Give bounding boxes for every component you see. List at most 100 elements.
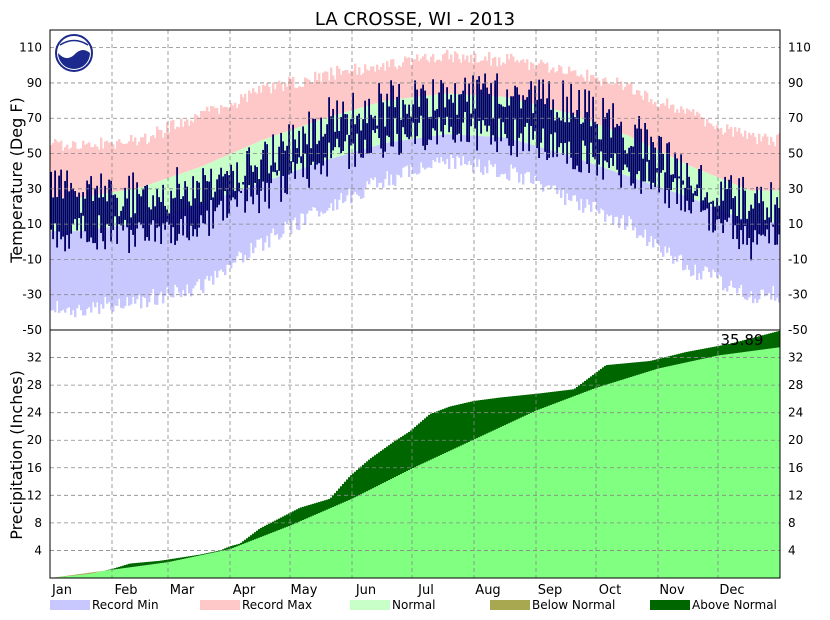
record-min-bar: [324, 160, 327, 213]
precip-above-normal-bar: [466, 402, 469, 443]
record-max-bar: [274, 89, 277, 136]
temp-tick-left: 50: [27, 147, 42, 161]
record-max-bar: [574, 70, 577, 116]
observed-temp-bar: [500, 104, 502, 142]
precip-below-normal-bar: [92, 572, 95, 574]
record-max-bar: [200, 110, 203, 167]
precip-above-normal-bar: [232, 545, 235, 548]
record-max-bar: [438, 59, 441, 95]
temp-tick-left: 70: [27, 111, 42, 125]
observed-temp-bar: [304, 133, 306, 154]
observed-temp-bar: [200, 201, 202, 216]
record-max-bar: [128, 141, 131, 190]
record-max-bar: [210, 106, 213, 163]
precip-normal-bar: [472, 440, 475, 578]
record-max-bar: [608, 83, 611, 129]
observed-temp-bar: [100, 173, 102, 233]
observed-temp-bar: [532, 113, 534, 140]
record-min-bar: [542, 148, 545, 192]
record-max-bar: [384, 70, 387, 101]
observed-temp-bar: [176, 167, 178, 241]
record-min-bar: [502, 137, 505, 175]
record-min-bar: [360, 150, 363, 199]
precip-above-normal-bar: [162, 560, 165, 563]
record-max-bar: [58, 142, 61, 198]
record-max-bar: [462, 54, 465, 95]
precip-above-normal-bar: [452, 405, 455, 450]
precip-normal-bar: [448, 451, 451, 578]
observed-temp-bar: [316, 144, 318, 165]
precip-above-normal-bar: [750, 338, 753, 352]
precip-below-normal-bar: [70, 575, 73, 576]
observed-temp-bar: [250, 165, 252, 197]
observed-temp-bar: [498, 103, 500, 119]
observed-temp-bar: [224, 173, 226, 192]
precip-normal-bar: [646, 372, 649, 578]
precip-normal-bar: [354, 497, 357, 578]
record-max-bar: [364, 64, 367, 107]
observed-temp-bar: [590, 126, 592, 143]
record-min-bar: [92, 229, 95, 303]
record-max-bar: [750, 135, 753, 191]
precip-above-normal-bar: [208, 552, 211, 554]
precip-above-normal-bar: [434, 412, 437, 458]
record-min-bar: [636, 179, 639, 238]
precip-normal-bar: [566, 398, 569, 578]
precip-above-normal-bar: [700, 349, 703, 360]
precip-above-normal-bar: [408, 431, 411, 470]
precip-above-normal-bar: [742, 340, 745, 353]
precip-above-normal-bar: [600, 368, 603, 387]
record-min-bar: [536, 146, 539, 182]
record-min-bar: [194, 205, 197, 286]
precip-above-normal-bar: [190, 555, 193, 558]
precip-above-normal-bar: [558, 391, 561, 402]
precip-above-normal-bar: [298, 508, 301, 522]
precip-normal-bar: [476, 438, 479, 578]
record-min-bar: [544, 148, 547, 187]
record-max-bar: [268, 86, 271, 138]
record-min-bar: [348, 153, 351, 190]
record-max-bar: [694, 115, 697, 168]
temp-tick-right: 110: [788, 41, 811, 55]
precip-normal-bar: [254, 539, 257, 578]
precip-normal-bar: [160, 563, 163, 578]
observed-temp-bar: [548, 81, 550, 158]
precip-above-normal-bar: [762, 335, 765, 350]
precip-normal-bar: [674, 364, 677, 578]
precip-above-normal-bar: [272, 521, 275, 533]
observed-temp-bar: [422, 84, 424, 146]
observed-temp-bar: [416, 89, 418, 137]
precip-normal-bar: [632, 376, 635, 578]
record-max-bar: [72, 141, 75, 198]
precip-above-normal-bar: [332, 495, 335, 508]
precip-normal-bar: [76, 575, 79, 578]
legend-label: Normal: [392, 598, 435, 612]
precip-above-normal-bar: [770, 333, 773, 349]
record-max-bar: [100, 137, 103, 195]
record-min-bar: [290, 172, 293, 235]
record-max-bar: [54, 139, 57, 198]
record-min-bar: [590, 163, 593, 212]
record-max-bar: [288, 76, 291, 131]
precip-above-normal-bar: [660, 358, 663, 368]
precip-above-normal-bar: [492, 398, 495, 431]
temp-tick-left: 30: [27, 182, 42, 196]
observed-temp-bar: [628, 147, 630, 172]
precip-normal-bar: [568, 398, 571, 578]
observed-temp-bar: [220, 167, 222, 201]
precip-above-normal-bar: [268, 523, 271, 534]
record-max-bar: [276, 84, 279, 135]
observed-temp-bar: [314, 118, 316, 170]
precip-above-normal-bar: [440, 409, 443, 455]
record-min-bar: [64, 231, 67, 313]
record-min-bar: [138, 222, 141, 296]
observed-temp-bar: [238, 182, 240, 192]
record-max-bar: [154, 138, 157, 183]
record-min-bar: [294, 170, 297, 218]
observed-temp-bar: [152, 195, 154, 221]
record-min-bar: [296, 170, 299, 230]
observed-temp-bar: [62, 198, 64, 237]
precip-normal-bar: [348, 500, 351, 578]
precip-below-normal-bar: [88, 572, 91, 574]
